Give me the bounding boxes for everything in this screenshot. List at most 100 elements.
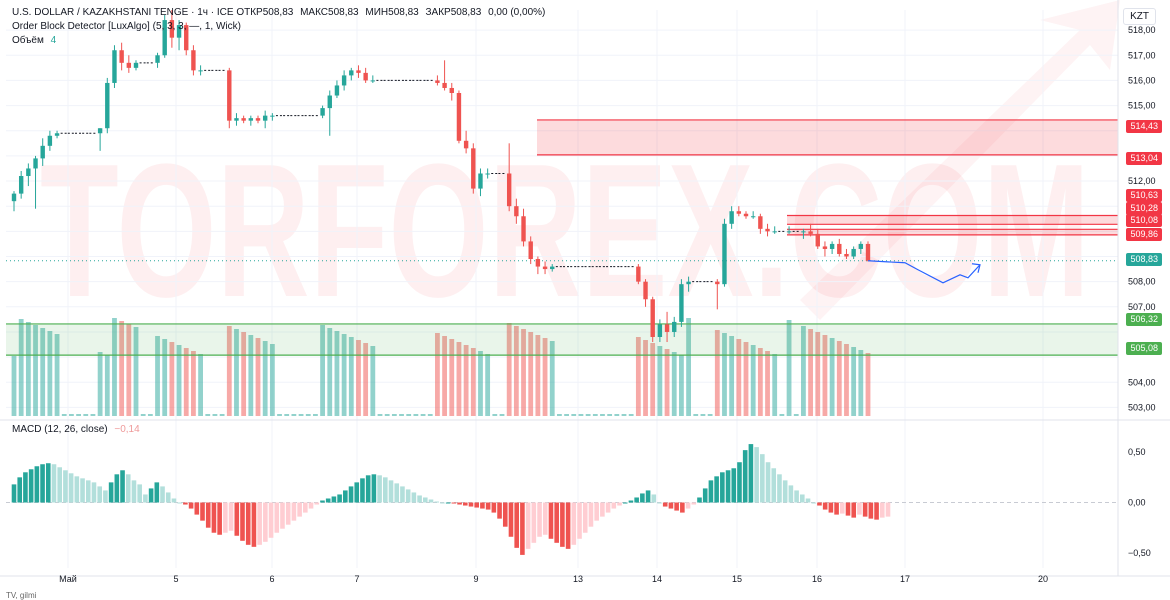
macd-title: MACD (12, 26, close) [12, 424, 108, 435]
volume-bar [162, 339, 168, 416]
candle-body [478, 173, 483, 189]
candle-body [349, 70, 354, 76]
candle-body [865, 243, 871, 261]
order-blocks [6, 119, 1118, 356]
volume-bar [406, 414, 412, 416]
volume-bar [714, 330, 720, 416]
macd-bar [640, 493, 645, 503]
volume-label: Объём [12, 35, 44, 46]
macd-legend[interactable]: MACD (12, 26, close) −0,14 [12, 423, 140, 437]
macd-bar [508, 502, 514, 537]
forecast-path [867, 260, 981, 284]
macd-bar [257, 502, 262, 545]
macd-bar [405, 489, 411, 503]
candle-body [435, 80, 440, 83]
macd-bar [571, 502, 577, 545]
macd-bar [85, 480, 91, 503]
macd-bar [188, 502, 194, 509]
volume-bar [277, 414, 282, 416]
macd-bar [857, 502, 862, 515]
macd-bar [400, 486, 405, 503]
macd-bar [474, 502, 480, 508]
volume-bar [241, 332, 247, 416]
time-tick-label: Май [59, 574, 77, 584]
currency-badge[interactable]: KZT [1123, 8, 1156, 25]
price-tick-label: 503,00 [1128, 402, 1156, 412]
macd-bar [548, 502, 554, 539]
watermark-logo: TORFOREX.COM [40, 0, 1120, 337]
candle-body [105, 82, 110, 129]
candle-body [327, 95, 332, 109]
macd-bar [800, 494, 805, 503]
candle-body [97, 128, 103, 134]
change-value: 0,00 (0,00%) [488, 7, 546, 18]
candle-body [672, 321, 677, 332]
macd-bar [617, 502, 622, 506]
macd-bar [268, 502, 274, 538]
volume-bar [147, 414, 153, 416]
candle-body [815, 233, 820, 247]
volume-bar [33, 325, 38, 416]
candle-body [40, 145, 45, 159]
macd-bar [577, 502, 582, 539]
time-tick-label: 15 [732, 574, 742, 584]
indicator-legend[interactable]: Order Block Detector [LuxAlgo] (5, 3, 3,… [12, 20, 241, 34]
time-tick-label: 17 [900, 574, 910, 584]
candle-body [808, 231, 813, 234]
volume-bars [11, 318, 871, 416]
macd-bar [760, 454, 765, 503]
macd-bar [331, 496, 337, 503]
volume-bar [212, 414, 218, 416]
macd-bar [285, 502, 291, 525]
macd-bar [240, 502, 245, 541]
candle-body [686, 281, 691, 285]
volume-bar [478, 351, 483, 416]
candle-body [844, 253, 849, 257]
candles [11, 10, 871, 343]
candle-body [722, 223, 727, 285]
candle-body [270, 115, 275, 117]
macd-bar [742, 450, 748, 503]
candle-body [463, 140, 469, 149]
volume-bar [83, 414, 89, 416]
volume-bar [592, 414, 598, 416]
macd-bar [771, 468, 777, 503]
volume-bar [291, 414, 297, 416]
macd-bar [388, 480, 394, 503]
volume-bar [104, 355, 110, 416]
volume-bar [341, 334, 347, 416]
symbol-legend[interactable]: U.S. DOLLAR / KAZAKHSTANI TENGE · 1ч · I… [12, 6, 549, 20]
candle-body [47, 135, 53, 146]
macd-bar [154, 482, 160, 503]
macd-bar [183, 502, 188, 505]
volume-bar [757, 348, 763, 416]
candle-body [133, 62, 139, 68]
macd-bar [148, 488, 154, 503]
volume-bar [313, 414, 318, 416]
macd-bar [291, 502, 297, 521]
candle-body [758, 216, 763, 229]
macd-bar [691, 502, 697, 505]
macd-bar [360, 478, 365, 503]
candle-body [320, 108, 325, 116]
macd-bar [245, 502, 251, 545]
symbol-title: U.S. DOLLAR / KAZAKHSTANI TENGE · 1ч · I… [12, 7, 234, 18]
volume-bar [743, 342, 749, 416]
volume-bar [140, 414, 146, 416]
macd-bar [28, 469, 34, 503]
candle-body [542, 266, 548, 270]
candle-body [363, 72, 368, 81]
volume-bar [327, 328, 333, 416]
price-tick-label: 504,00 [1128, 377, 1156, 387]
volume-bar [707, 414, 713, 416]
macd-bar [817, 502, 822, 506]
macd-bar [502, 502, 508, 527]
macd-bar [462, 502, 468, 506]
volume-legend[interactable]: Объём 4 [12, 34, 56, 48]
candle-body [679, 284, 684, 322]
volume-bar [456, 342, 462, 416]
macd-bar [205, 502, 211, 528]
volume-value: 4 [50, 35, 57, 46]
time-tick-label: 9 [473, 574, 478, 584]
